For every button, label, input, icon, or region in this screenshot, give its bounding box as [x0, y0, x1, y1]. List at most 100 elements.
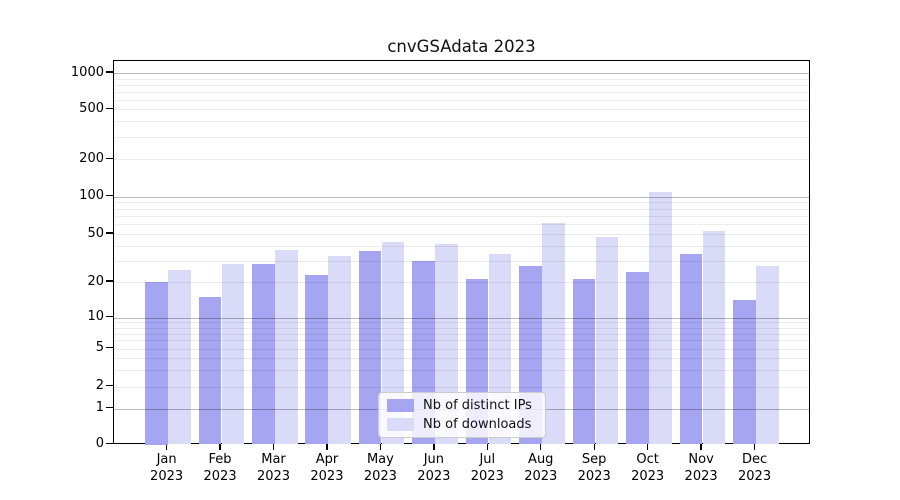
y-tick-mark-1 — [106, 406, 113, 409]
x-tick-label-aug: Aug 2023 — [509, 452, 573, 485]
x-tick-month: Feb — [208, 452, 232, 467]
x-tick-mark-jul — [486, 444, 488, 450]
bar-downloads-oct — [649, 191, 672, 445]
gridline-minor-600 — [114, 99, 809, 101]
x-tick-mark-aug — [540, 444, 542, 450]
gridline-minor-800 — [114, 84, 809, 86]
x-tick-month: Jul — [479, 452, 496, 467]
chart-title: cnvGSAdata 2023 — [387, 37, 536, 56]
y-tick-label-2: 2 — [95, 378, 104, 393]
y-tick-mark-100 — [106, 195, 113, 197]
x-tick-label-nov: Nov 2023 — [669, 452, 733, 485]
x-tick-month: Sep — [581, 452, 607, 467]
x-tick-year: 2023 — [203, 468, 237, 484]
bar-downloads-jan — [168, 270, 191, 445]
plot-area: Nb of distinct IPs Nb of downloads — [113, 60, 810, 445]
bar-ips-mar — [252, 264, 275, 445]
gridline-minor-70 — [114, 215, 809, 217]
bar-ips-feb — [198, 296, 222, 445]
gridline-minor-90 — [114, 202, 809, 204]
legend-label-distinct-ips: Nb of distinct IPs — [423, 398, 532, 413]
x-tick-month: Mar — [261, 452, 286, 467]
bar-ips-oct — [626, 272, 649, 445]
x-tick-year: 2023 — [738, 468, 772, 484]
gridline-minor-60 — [114, 224, 809, 226]
bar-downloads-sep — [595, 237, 619, 445]
x-tick-label-oct: Oct 2023 — [616, 452, 680, 485]
x-tick-mark-apr — [326, 444, 328, 450]
bar-downloads-dec — [756, 266, 779, 445]
gridline-minor-500 — [114, 109, 809, 111]
bar-ips-dec — [733, 300, 756, 445]
y-tick-mark-5 — [106, 346, 113, 349]
y-tick-mark-500 — [106, 107, 113, 109]
bar-downloads-apr — [328, 255, 351, 445]
y-tick-mark-1000 — [106, 71, 113, 73]
bar-downloads-nov — [702, 230, 726, 445]
x-tick-mark-mar — [272, 444, 275, 450]
y-tick-label-20: 20 — [87, 273, 104, 289]
bar-ips-sep — [572, 279, 596, 445]
x-tick-month: Jun — [423, 452, 444, 467]
gridline-minor-200 — [114, 159, 809, 161]
x-tick-label-may: May 2023 — [348, 452, 412, 485]
y-tick-label-500: 500 — [79, 100, 104, 116]
legend-item-downloads: Nb of downloads — [387, 417, 545, 432]
legend-item-distinct-ips: Nb of distinct IPs — [387, 398, 545, 413]
y-tick-mark-10 — [106, 316, 113, 318]
x-tick-month: Nov — [688, 452, 714, 467]
bar-ips-apr — [305, 274, 328, 445]
y-tick-label-0: 0 — [95, 436, 104, 451]
y-tick-label-1000: 1000 — [70, 64, 104, 80]
legend-swatch-distinct-ips — [387, 399, 414, 412]
bar-downloads-mar — [275, 249, 298, 445]
gridline-minor-300 — [114, 137, 809, 139]
x-tick-label-mar: Mar 2023 — [242, 452, 306, 485]
y-tick-mark-200 — [106, 157, 113, 159]
x-tick-mark-feb — [219, 444, 221, 450]
x-tick-month: Jan — [156, 452, 177, 467]
legend-label-downloads: Nb of downloads — [423, 417, 532, 432]
bar-ips-nov — [679, 254, 703, 445]
x-tick-month: Aug — [528, 452, 554, 467]
x-tick-year: 2023 — [417, 468, 451, 484]
bar-downloads-feb — [221, 264, 245, 445]
y-tick-mark-0 — [106, 442, 113, 445]
y-tick-label-10: 10 — [87, 309, 104, 325]
y-tick-label-200: 200 — [79, 150, 104, 166]
gridline-minor-400 — [114, 121, 809, 123]
x-tick-label-jan: Jan 2023 — [135, 452, 199, 485]
x-tick-label-jul: Jul 2023 — [455, 452, 519, 485]
y-tick-mark-50 — [106, 232, 113, 234]
bar-downloads-aug — [542, 223, 565, 445]
x-tick-mark-jan — [165, 444, 168, 450]
x-tick-label-apr: Apr 2023 — [295, 452, 359, 485]
y-tick-label-1: 1 — [95, 400, 104, 415]
gridline-minor-80 — [114, 208, 809, 210]
x-tick-mark-nov — [700, 444, 702, 450]
x-tick-year: 2023 — [256, 468, 291, 484]
x-tick-label-feb: Feb 2023 — [188, 452, 252, 485]
legend: Nb of distinct IPs Nb of downloads — [378, 392, 546, 438]
x-tick-mark-jun — [433, 444, 435, 450]
gridline-minor-700 — [114, 91, 809, 93]
y-tick-mark-20 — [106, 280, 113, 282]
x-tick-label-jun: Jun 2023 — [402, 452, 466, 485]
x-tick-year: 2023 — [363, 468, 397, 484]
bar-ips-may — [358, 251, 382, 445]
x-tick-year: 2023 — [684, 468, 718, 484]
legend-swatch-downloads — [387, 418, 414, 431]
gridline-major-100 — [114, 196, 809, 198]
x-tick-year: 2023 — [150, 468, 184, 484]
bar-ips-jan — [145, 282, 168, 445]
y-tick-label-100: 100 — [79, 188, 104, 204]
x-tick-mark-sep — [593, 444, 595, 450]
y-tick-mark-2 — [106, 384, 113, 387]
gridline-minor-900 — [114, 78, 809, 80]
x-tick-month: Dec — [741, 452, 768, 467]
x-tick-month: May — [366, 452, 394, 467]
gridline-major-1000 — [114, 73, 809, 74]
x-tick-month: Apr — [315, 452, 339, 467]
x-tick-mark-oct — [646, 444, 649, 450]
